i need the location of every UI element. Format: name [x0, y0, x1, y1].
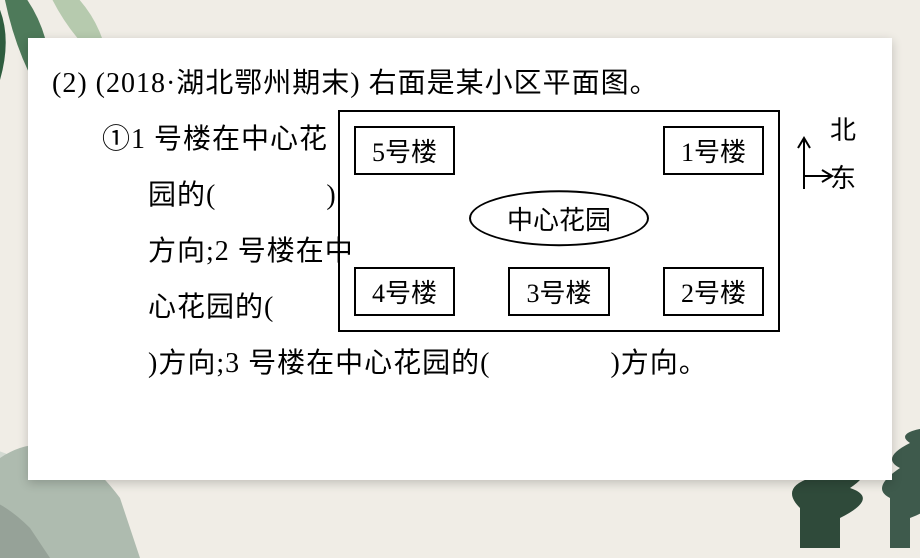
text-3a: 方向;2 号楼在中	[148, 236, 354, 267]
question-header: (2) (2018·湖北鄂州期末) 右面是某小区平面图。	[52, 56, 864, 112]
compass-arrows-icon	[794, 134, 834, 194]
question-number: (2)	[52, 68, 88, 99]
sub-line-5: )方向;3 号楼在中心花园的( )方向。	[52, 336, 864, 392]
sub-number: ①	[102, 124, 131, 155]
building-3: 3号楼	[508, 267, 609, 316]
building-4: 4号楼	[354, 267, 455, 316]
top-row: 5号楼 1号楼	[354, 126, 764, 175]
text-2b: )	[326, 180, 336, 211]
text-5b: )方向。	[610, 348, 707, 379]
compass: 北 东	[790, 114, 862, 234]
community-map: 5号楼 1号楼 中心花园 4号楼 3号楼 2号楼	[338, 110, 780, 332]
question-intro: 右面是某小区平面图。	[369, 68, 659, 99]
center-garden: 中心花园	[469, 190, 649, 246]
building-5: 5号楼	[354, 126, 455, 175]
text-1a: 1 号楼在中心花	[131, 124, 328, 155]
diagram-area: 5号楼 1号楼 中心花园 4号楼 3号楼 2号楼 北 东	[338, 110, 862, 332]
bottom-row: 4号楼 3号楼 2号楼	[354, 267, 764, 316]
content-card: (2) (2018·湖北鄂州期末) 右面是某小区平面图。 ①1 号楼在中心花 园…	[28, 38, 892, 480]
text-2a: 园的(	[148, 180, 216, 211]
question-source: (2018·湖北鄂州期末)	[96, 68, 361, 99]
building-1: 1号楼	[663, 126, 764, 175]
text-5a: )方向;3 号楼在中心花园的(	[148, 348, 490, 379]
text-4a: 心花园的(	[148, 292, 274, 323]
building-2: 2号楼	[663, 267, 764, 316]
